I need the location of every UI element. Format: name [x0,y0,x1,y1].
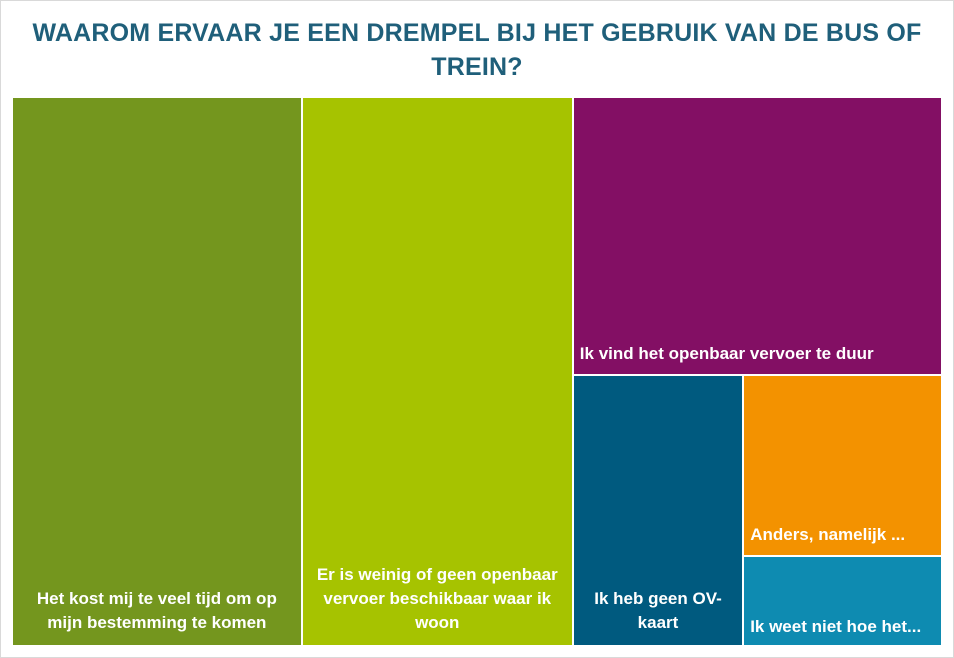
treemap-tile-label: Ik vind het openbaar vervoer te duur [579,343,874,363]
treemap-tile: Anders, namelijk ... [743,374,942,556]
treemap-tile-label: Ik heb geen OV-kaart [594,588,722,632]
treemap-tile-label: Er is weinig of geen openbaar vervoer be… [316,565,558,632]
chart-title: WAAROM ERVAAR JE EEN DREMPEL BIJ HET GEB… [32,19,922,81]
treemap-tile-label: Het kost mij te veel tijd om op mijn bes… [36,589,277,632]
treemap-tile: Ik heb geen OV-kaart [572,374,744,646]
treemap-tile: Er is weinig of geen openbaar vervoer be… [301,97,573,646]
treemap-tile-label: Ik weet niet hoe het... [750,616,922,636]
treemap-tile: Het kost mij te veel tijd om op mijn bes… [12,97,302,646]
treemap-tile: Ik weet niet hoe het... [743,555,942,646]
treemap-tile-label: Anders, namelijk ... [750,524,906,544]
treemap-tile: Ik vind het openbaar vervoer te duur [572,97,942,375]
